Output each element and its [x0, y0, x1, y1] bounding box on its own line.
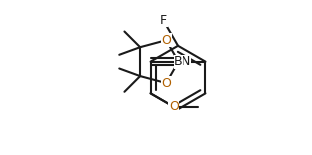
Text: O: O: [169, 100, 179, 113]
Text: N: N: [181, 55, 190, 68]
Text: B: B: [174, 55, 183, 68]
Text: F: F: [160, 14, 167, 27]
Text: O: O: [161, 34, 171, 47]
Text: O: O: [161, 77, 171, 90]
